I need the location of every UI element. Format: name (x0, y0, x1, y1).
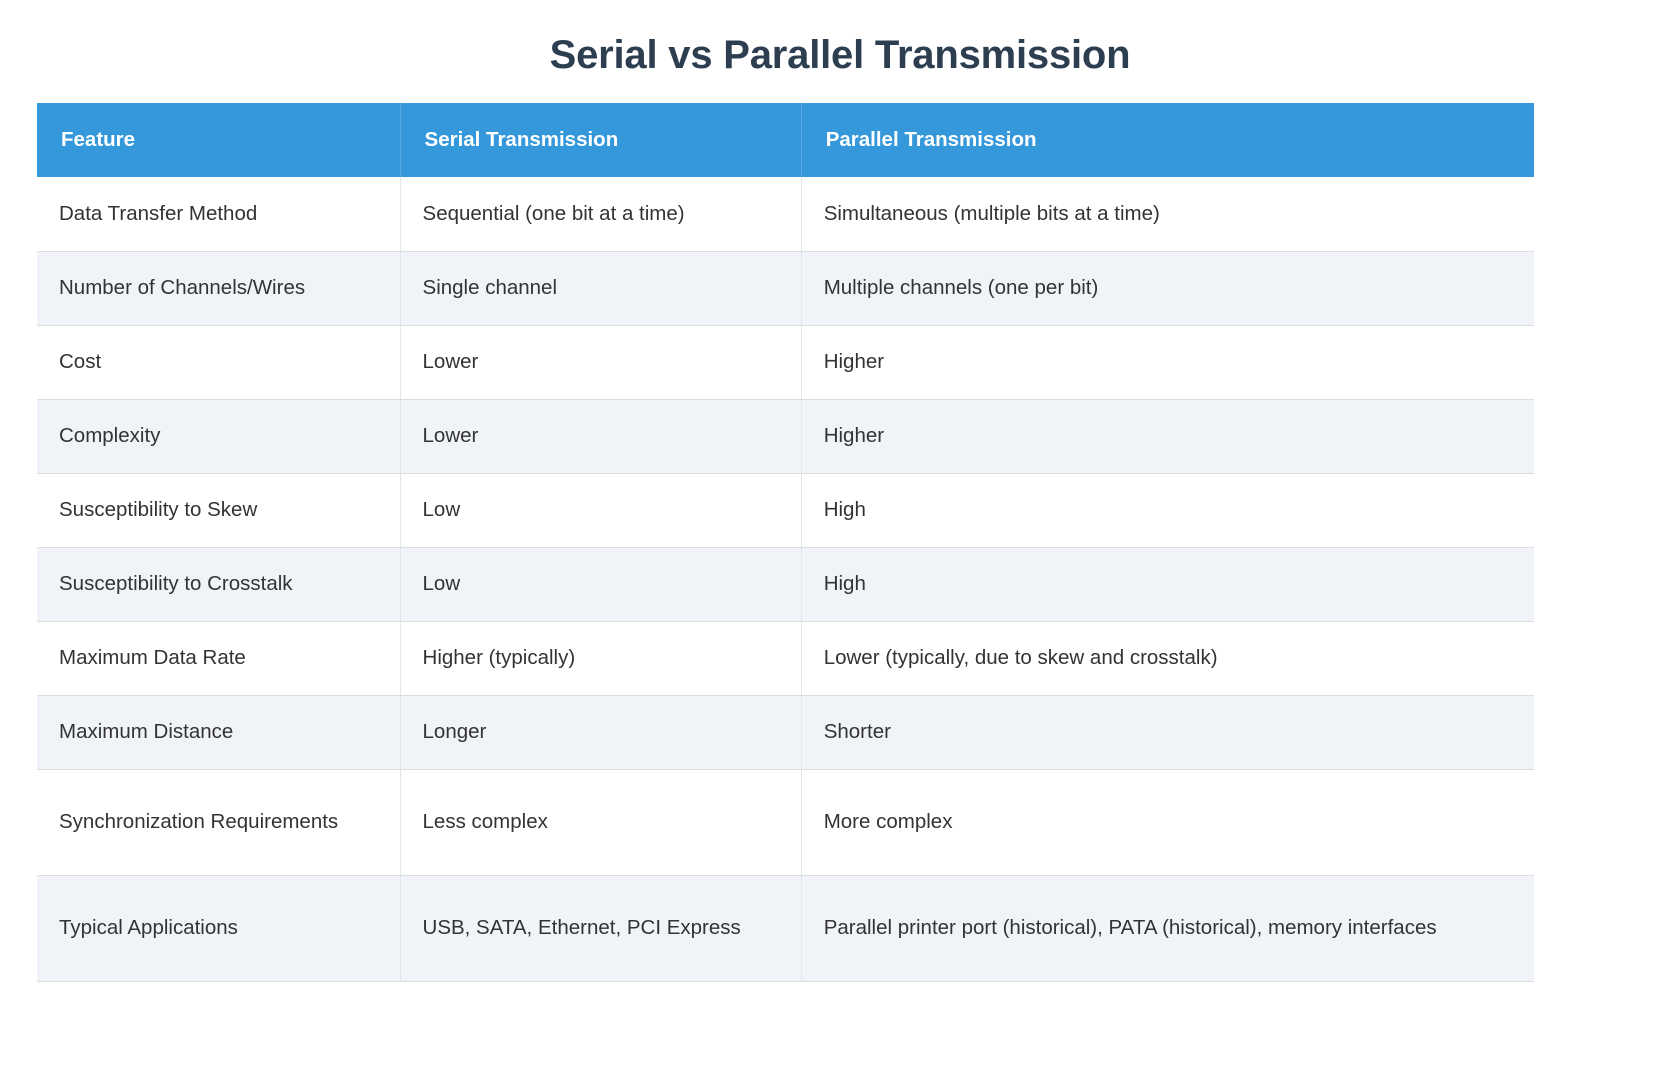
cell-feature: Typical Applications (37, 875, 401, 982)
table-row: Typical Applications USB, SATA, Ethernet… (37, 875, 1534, 982)
cell-feature: Complexity (37, 399, 401, 474)
cell-parallel: More complex (801, 769, 1534, 876)
cell-serial: Longer (400, 695, 802, 770)
cell-parallel: Higher (801, 325, 1534, 400)
table-row: Number of Channels/Wires Single channel … (37, 251, 1534, 326)
cell-feature: Number of Channels/Wires (37, 251, 401, 326)
cell-serial: Less complex (400, 769, 802, 876)
comparison-table: Feature Serial Transmission Parallel Tra… (37, 103, 1534, 982)
table-body: Data Transfer Method Sequential (one bit… (37, 177, 1534, 982)
cell-serial: USB, SATA, Ethernet, PCI Express (400, 875, 802, 982)
cell-parallel: High (801, 547, 1534, 622)
table-header: Feature Serial Transmission Parallel Tra… (37, 103, 1534, 177)
cell-parallel: Multiple channels (one per bit) (801, 251, 1534, 326)
table-row: Susceptibility to Crosstalk Low High (37, 547, 1534, 622)
table-row: Synchronization Requirements Less comple… (37, 769, 1534, 876)
cell-serial: Single channel (400, 251, 802, 326)
cell-feature: Susceptibility to Crosstalk (37, 547, 401, 622)
cell-feature: Susceptibility to Skew (37, 473, 401, 548)
cell-serial: Higher (typically) (400, 621, 802, 696)
column-header-feature: Feature (37, 103, 401, 177)
cell-parallel: Shorter (801, 695, 1534, 770)
column-header-serial: Serial Transmission (400, 103, 802, 177)
cell-serial: Low (400, 547, 802, 622)
table-row: Complexity Lower Higher (37, 399, 1534, 474)
cell-parallel: Lower (typically, due to skew and crosst… (801, 621, 1534, 696)
cell-parallel: High (801, 473, 1534, 548)
cell-parallel: Simultaneous (multiple bits at a time) (801, 177, 1534, 252)
page-title: Serial vs Parallel Transmission (549, 33, 1131, 77)
cell-feature: Cost (37, 325, 401, 400)
column-header-parallel: Parallel Transmission (801, 103, 1534, 177)
table-row: Cost Lower Higher (37, 325, 1534, 400)
table-header-row: Feature Serial Transmission Parallel Tra… (37, 103, 1534, 177)
cell-serial: Lower (400, 325, 802, 400)
cell-feature: Data Transfer Method (37, 177, 401, 252)
cell-parallel: Higher (801, 399, 1534, 474)
table-row: Maximum Distance Longer Shorter (37, 695, 1534, 770)
cell-serial: Lower (400, 399, 802, 474)
table-row: Data Transfer Method Sequential (one bit… (37, 177, 1534, 252)
cell-feature: Maximum Data Rate (37, 621, 401, 696)
cell-serial: Sequential (one bit at a time) (400, 177, 802, 252)
comparison-table-container: Feature Serial Transmission Parallel Tra… (37, 103, 1534, 982)
table-row: Susceptibility to Skew Low High (37, 473, 1534, 548)
cell-feature: Synchronization Requirements (37, 769, 401, 876)
table-row: Maximum Data Rate Higher (typically) Low… (37, 621, 1534, 696)
cell-serial: Low (400, 473, 802, 548)
cell-parallel: Parallel printer port (historical), PATA… (801, 875, 1534, 982)
cell-feature: Maximum Distance (37, 695, 401, 770)
